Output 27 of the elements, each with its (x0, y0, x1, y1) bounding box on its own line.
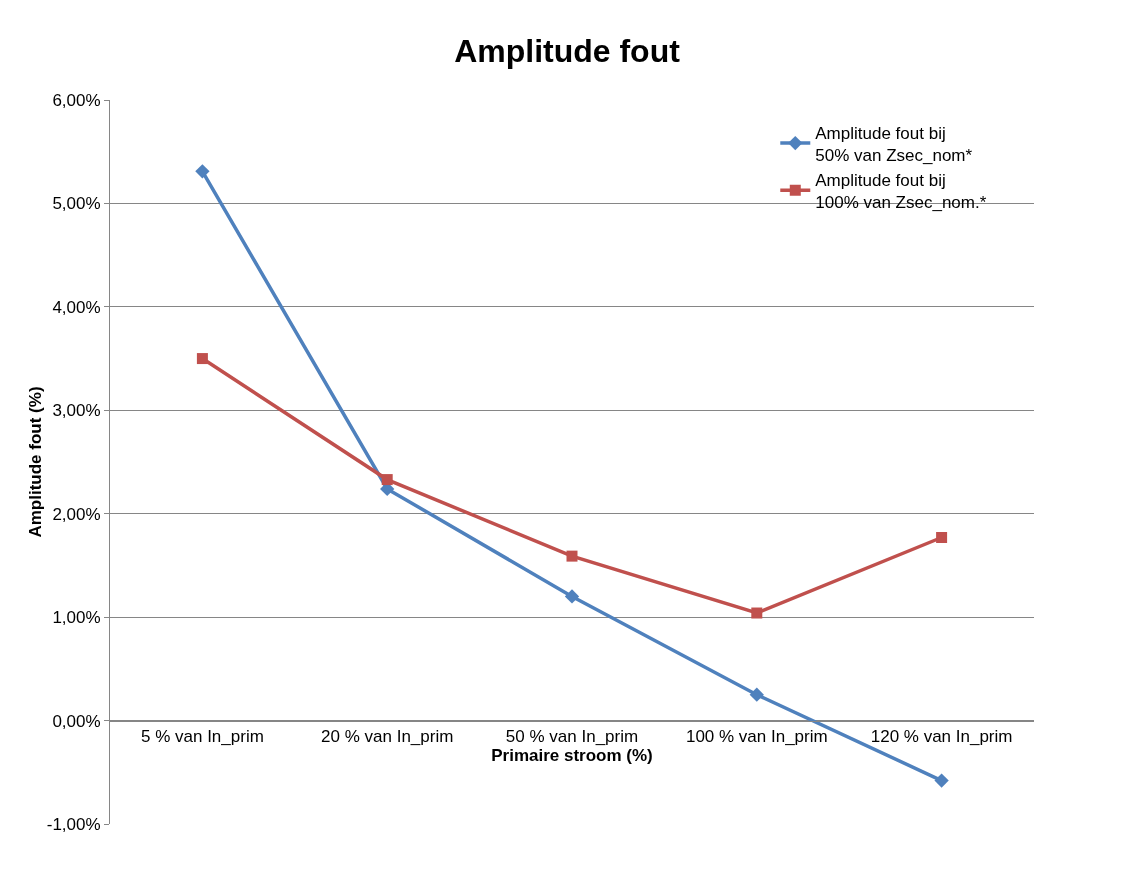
x-tick-label: 5 % van In_prim (140, 726, 264, 746)
y-tick-label: 4,00% (52, 297, 101, 317)
point (934, 773, 949, 788)
point (196, 353, 208, 365)
point (749, 687, 764, 702)
y-tick-label: 1,00% (52, 608, 101, 628)
x-axis-title: Primaire stroom (%) (491, 745, 653, 765)
point (936, 532, 948, 543)
y-axis-title: Amplitude fout (%) (26, 386, 46, 538)
point (566, 550, 578, 562)
x-tick-label: 20 % van In_prim (321, 726, 454, 746)
point (751, 607, 763, 619)
y-tick-label: 5,00% (52, 194, 101, 214)
x-tick-label: 120 % van In_prim (870, 726, 1013, 746)
y-tick-label: 6,00% (52, 90, 101, 110)
point (381, 474, 393, 486)
legend-label: Amplitude fout bij 100% van Zsec_nom.* (815, 170, 987, 212)
y-tick-label: -1,00% (46, 814, 101, 834)
y-tick-label: 0,00% (52, 711, 101, 731)
x-tick-label: 100 % van In_prim (685, 726, 828, 746)
x-tick-label: 50 % van In_prim (505, 726, 639, 746)
point (564, 589, 580, 604)
point (195, 164, 210, 179)
y-tick-label: 2,00% (52, 504, 101, 524)
chart-title: Amplitude fout (454, 33, 681, 70)
legend-label: Amplitude fout bij 50% van Zsec_nom* (815, 123, 973, 165)
y-tick-label: 3,00% (52, 401, 101, 421)
